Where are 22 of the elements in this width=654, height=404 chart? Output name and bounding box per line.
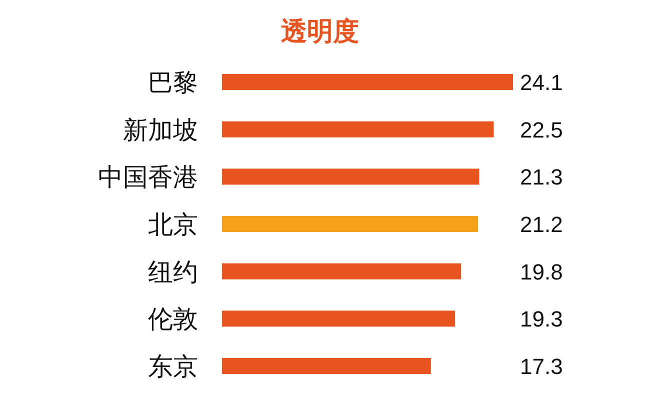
data-label: 21.2: [520, 212, 563, 237]
bar: [222, 216, 478, 232]
bar: [222, 74, 513, 90]
y-tick-label: 纽约: [148, 257, 198, 286]
y-tick-label: 中国香港: [98, 162, 198, 192]
bar: [222, 263, 462, 280]
data-label: 24.1: [520, 70, 563, 95]
y-tick-label: 北京: [148, 210, 198, 239]
y-tick-label: 巴黎: [148, 68, 198, 97]
data-label: 19.8: [520, 259, 563, 284]
chart-title: 透明度: [281, 17, 359, 47]
bar: [222, 168, 480, 185]
bar: [222, 358, 431, 374]
data-label: 21.3: [520, 164, 563, 190]
y-tick-label: 新加坡: [123, 115, 198, 144]
bar: [222, 121, 494, 138]
data-label: 19.3: [520, 306, 563, 332]
y-tick-label: 伦敦: [148, 304, 198, 334]
data-label: 22.5: [520, 117, 563, 142]
data-label: 17.3: [520, 354, 563, 379]
y-tick-label: 东京: [148, 352, 198, 381]
bar: [222, 310, 456, 327]
